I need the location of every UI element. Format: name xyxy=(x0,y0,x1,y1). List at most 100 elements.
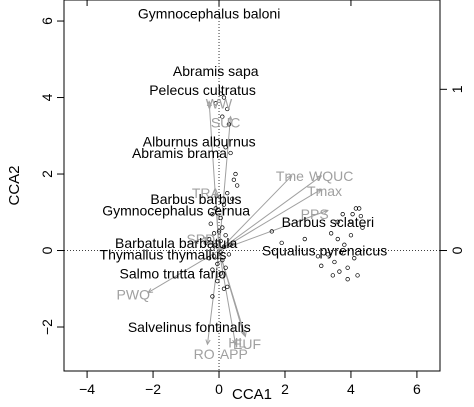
y-tick-label: 4 xyxy=(39,93,55,101)
site-point xyxy=(218,238,223,244)
y-tick-label: −2 xyxy=(39,319,55,335)
site-point xyxy=(332,259,337,265)
site-point xyxy=(350,212,355,217)
env-vector-wquc xyxy=(218,175,322,251)
species-label: Thymallus thymallus xyxy=(100,246,227,262)
site-point xyxy=(337,269,342,274)
y-tick-label: 2 xyxy=(39,170,55,178)
env-vector-arrowhead xyxy=(316,188,323,194)
site-point xyxy=(210,246,215,251)
env-label-pps: PPS xyxy=(301,206,329,222)
site-point xyxy=(215,278,220,284)
env-vector-arrowhead xyxy=(206,100,213,107)
env-vector-arrowhead xyxy=(316,175,323,181)
env-vector-arrowhead xyxy=(232,339,238,346)
site-point xyxy=(211,231,217,236)
site-point xyxy=(279,240,284,246)
site-point xyxy=(330,273,335,278)
site-point xyxy=(216,229,222,234)
species-label: Salvelinus fontinalis xyxy=(128,319,251,335)
site-points xyxy=(203,91,365,299)
site-point xyxy=(221,95,227,100)
env-label-tra: TRA xyxy=(192,185,221,201)
site-point xyxy=(228,150,233,156)
x-tick-label: −2 xyxy=(145,381,161,397)
site-point xyxy=(329,231,334,236)
species-label: Squalius pyrenaicus xyxy=(262,243,387,259)
site-point xyxy=(357,206,362,211)
env-vector-tmax xyxy=(218,188,322,251)
site-point xyxy=(342,242,347,247)
env-vector-arrowhead xyxy=(227,115,233,122)
env-vector-spd xyxy=(203,236,220,251)
site-point xyxy=(335,219,340,224)
site-point xyxy=(203,240,208,246)
x-tick-label: 0 xyxy=(215,381,223,397)
site-point xyxy=(220,114,225,119)
site-point xyxy=(325,252,331,257)
site-point xyxy=(269,229,274,234)
species-label: Barbus sclateri xyxy=(282,214,375,230)
x-axis-top xyxy=(86,0,352,6)
env-label-tme: Tme xyxy=(276,168,304,184)
env-vector-arrowhead xyxy=(322,209,329,215)
site-point xyxy=(218,91,223,96)
species-labels: Gymnocephalus baloni Abramis sapa Pelecus … xyxy=(100,5,388,335)
site-point xyxy=(210,294,215,299)
env-vector-tra xyxy=(215,193,220,251)
y-axis-title: CCA2 xyxy=(6,165,23,205)
site-point xyxy=(208,221,213,226)
env-vector-arrowhead xyxy=(241,331,247,338)
site-point xyxy=(360,225,365,230)
env-vector-ro xyxy=(206,250,220,345)
site-point xyxy=(213,101,218,106)
site-point xyxy=(206,256,212,261)
env-vector-arrowhead xyxy=(213,192,219,198)
site-point xyxy=(225,190,230,196)
species-label: Alburnus alburnus xyxy=(143,134,256,150)
species-label: Gymnocephalus baloni xyxy=(138,5,280,21)
y-axis-left: −2 0 2 4 6 xyxy=(39,17,64,335)
site-point xyxy=(226,252,232,257)
site-point xyxy=(348,233,354,238)
site-point xyxy=(340,212,345,217)
species-label: Abramis sapa xyxy=(173,63,259,79)
site-point xyxy=(223,145,228,150)
site-point xyxy=(225,284,230,290)
species-label: Barbatula barbatula xyxy=(115,235,237,251)
site-point xyxy=(345,277,350,282)
site-point xyxy=(335,236,340,242)
site-point xyxy=(218,250,223,255)
site-point xyxy=(302,236,307,242)
env-label-suc: SUC xyxy=(211,114,241,130)
x-tick-label: −4 xyxy=(79,381,95,397)
env-label-euf: EUF xyxy=(233,336,261,352)
species-label: Gymnocephalus cernua xyxy=(102,202,250,218)
site-point xyxy=(231,177,237,182)
species-label: Barbus barbus xyxy=(150,191,241,207)
y-tick-label: 6 xyxy=(39,17,55,25)
site-point xyxy=(211,254,217,259)
site-point xyxy=(225,106,230,112)
y-tick-label: 0 xyxy=(39,246,55,254)
env-vector-arrowhead xyxy=(147,288,154,294)
site-point xyxy=(233,171,238,177)
site-point xyxy=(348,219,354,224)
site-point xyxy=(228,242,233,247)
site-point xyxy=(210,212,215,217)
x-tick-label: 6 xyxy=(413,381,421,397)
site-point xyxy=(220,257,225,263)
env-label-ww: WW xyxy=(206,95,233,111)
site-point xyxy=(345,265,350,270)
site-point xyxy=(315,254,321,259)
site-point xyxy=(221,202,227,207)
site-point xyxy=(352,256,357,261)
site-point xyxy=(235,183,240,188)
site-point xyxy=(355,273,360,278)
env-label-ro: RO xyxy=(194,346,215,362)
x-axis-title: CCA1 xyxy=(232,386,272,403)
env-label-spd: SPD xyxy=(186,231,215,247)
site-point xyxy=(213,242,218,247)
env-vector-arrowhead xyxy=(286,175,293,181)
